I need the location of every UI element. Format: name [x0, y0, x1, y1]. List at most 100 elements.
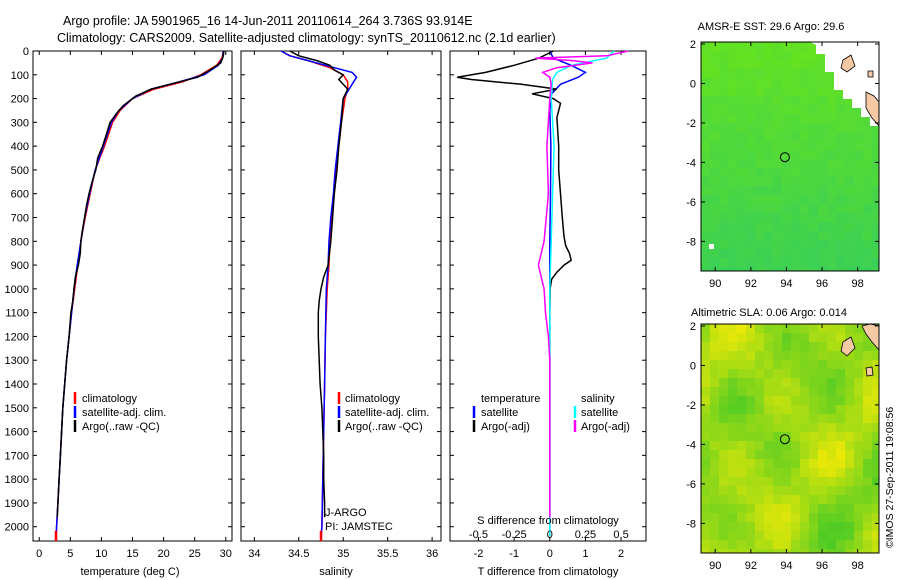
- map-cell: [755, 549, 764, 553]
- map-cell: [863, 387, 872, 396]
- map-cell: [809, 114, 818, 123]
- map-cell: [782, 333, 791, 342]
- map-cell: [782, 477, 791, 486]
- map-cell: [827, 540, 836, 549]
- map-cell: [863, 342, 872, 351]
- map-cell: [845, 186, 854, 195]
- s-diff-ticks: -0.5 -0.25 0 0.25 0.5: [469, 529, 629, 541]
- map-cell: [764, 51, 773, 60]
- map-cell: [737, 486, 746, 495]
- map-cell: [827, 231, 836, 240]
- salinity-series: [280, 50, 358, 542]
- map-cell: [782, 258, 791, 267]
- map-cell: [719, 249, 728, 258]
- map-cell: [791, 267, 800, 271]
- map-x-tick-label: 94: [780, 278, 792, 290]
- salinity-panel: 34 34.5 35 35.5 36 salinity climatology sate…: [240, 50, 442, 578]
- y-tick-label: 1600: [5, 427, 29, 439]
- map-cell: [854, 369, 863, 378]
- map-cell: [800, 132, 809, 141]
- legend-label-climatology: climatology: [82, 393, 138, 405]
- map-cell: [701, 540, 710, 549]
- map-cell: [728, 51, 737, 60]
- map-cell: [836, 441, 845, 450]
- map-cell: [818, 132, 827, 141]
- map-cell: [854, 324, 863, 333]
- map-cell: [845, 441, 854, 450]
- argo-location-marker: [779, 152, 790, 163]
- map-cell: [773, 159, 782, 168]
- sla-field: [701, 324, 879, 553]
- map-cell: [737, 267, 746, 271]
- map-cell: [872, 132, 879, 141]
- map-cell: [818, 60, 827, 69]
- map-cell: [773, 213, 782, 222]
- salinity-ticks: 34 34.5 35 35.5 36: [241, 50, 441, 560]
- series-line-satellite-adj-clim-: [280, 50, 358, 537]
- map-cell: [719, 168, 728, 177]
- map-cell: [872, 549, 879, 553]
- map-cell: [719, 204, 728, 213]
- map-cell: [854, 150, 863, 159]
- map-cell: [854, 378, 863, 387]
- map-cell: [818, 540, 827, 549]
- map-cell: [737, 405, 746, 414]
- map-cell: [755, 432, 764, 441]
- map-cell: [836, 549, 845, 553]
- map-cell: [701, 405, 710, 414]
- map-cell: [764, 486, 773, 495]
- map-cell: [854, 414, 863, 423]
- map-cell: [791, 522, 800, 531]
- map-cell: [863, 351, 872, 360]
- map-cell: [701, 258, 710, 267]
- map-cell: [809, 459, 818, 468]
- map-cell: [809, 258, 818, 267]
- map-cell: [719, 549, 728, 553]
- map-cell: [755, 177, 764, 186]
- map-cell: [728, 432, 737, 441]
- map-cell: [737, 222, 746, 231]
- map-cell: [782, 342, 791, 351]
- map-cell: [701, 504, 710, 513]
- map-cell: [809, 159, 818, 168]
- map-cell: [701, 87, 710, 96]
- map-cell: [710, 159, 719, 168]
- map-cell: [818, 114, 827, 123]
- map-cell: [827, 468, 836, 477]
- map-cell: [800, 468, 809, 477]
- map-cell: [854, 405, 863, 414]
- map-cell: [827, 123, 836, 132]
- map-cell: [827, 459, 836, 468]
- map-cell: [728, 360, 737, 369]
- map-cell: [728, 450, 737, 459]
- map-cell: [818, 159, 827, 168]
- y-tick-label: 2000: [5, 522, 29, 534]
- map-cell: [854, 342, 863, 351]
- map-cell: [791, 468, 800, 477]
- map-cell: [746, 105, 755, 114]
- map-cell: [863, 123, 872, 132]
- map-cell: [800, 258, 809, 267]
- map-cell: [755, 369, 764, 378]
- map-cell: [872, 423, 879, 432]
- map-y-tick-label: -6: [686, 479, 696, 491]
- map-cell: [854, 396, 863, 405]
- legend-label-argo: Argo(..raw -QC): [345, 421, 423, 433]
- map-cell: [800, 78, 809, 87]
- map-cell: [791, 141, 800, 150]
- map-cell: [773, 324, 782, 333]
- map-cell: [836, 513, 845, 522]
- map-cell: [755, 240, 764, 249]
- map-cell: [755, 186, 764, 195]
- map-cell: [854, 159, 863, 168]
- map-cell: [737, 333, 746, 342]
- map-cell: [818, 204, 827, 213]
- legend-label-satellite: satellite-adj. clim.: [82, 407, 166, 419]
- difference-legend: temperature salinity satellite Argo(-adj…: [472, 393, 630, 433]
- x-tick-label: 25: [189, 548, 201, 560]
- map-cell: [764, 168, 773, 177]
- map-cell: [845, 222, 854, 231]
- map-cell: [755, 342, 764, 351]
- map-cell: [872, 369, 879, 378]
- nodata-pixel: [709, 244, 714, 249]
